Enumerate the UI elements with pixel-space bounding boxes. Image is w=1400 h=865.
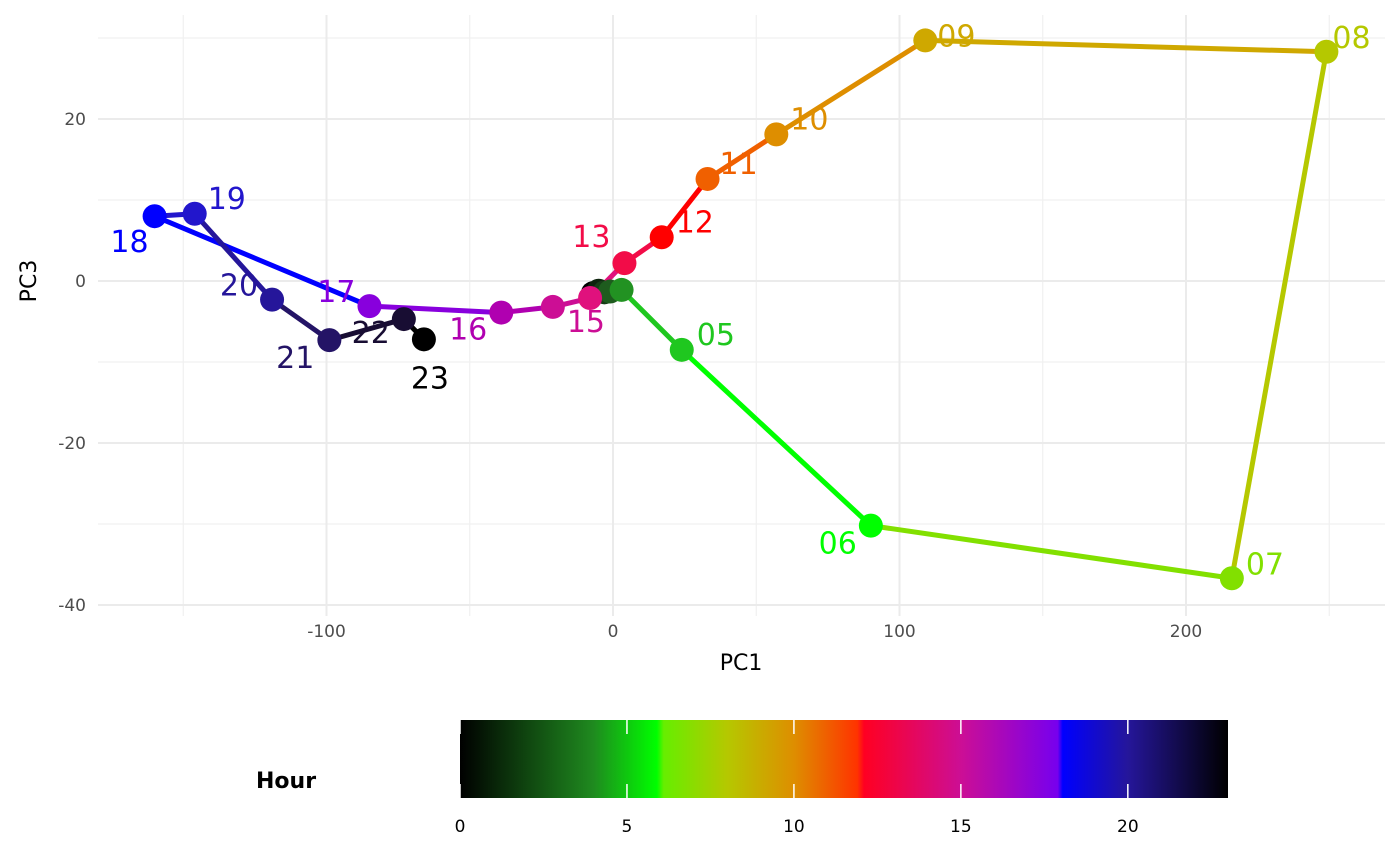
point-label-13: 13 [572,220,610,255]
point-hour-05 [669,337,694,362]
x-tick-label: 100 [883,622,915,642]
point-hour-19 [182,201,207,226]
y-axis-ticks: -40 -20 0 20 [58,110,86,616]
point-label-18: 18 [110,225,148,260]
hour-colorbar [460,720,1228,798]
point-label-11: 11 [720,147,758,182]
segment-11-12 [659,176,711,240]
point-hour-11 [695,166,720,191]
point-hour-21 [317,328,342,353]
legend-tick-label: 5 [622,817,633,837]
x-tick-label: 0 [608,622,619,642]
point-label-20: 20 [220,269,258,304]
segment-17-18 [152,213,372,309]
point-hour-13 [612,251,637,276]
segment-05-06 [679,347,874,529]
trajectory-segments [152,37,1329,581]
hour-legend: Hour 0 5 10 15 20 [256,720,1228,837]
point-hour-09 [913,28,938,53]
point-label-10: 10 [790,102,828,137]
segment-06-07 [868,523,1235,581]
point-hour-16 [489,300,514,325]
segment-09-10 [773,37,928,137]
y-tick-label: 20 [64,110,86,130]
x-axis-title: PC1 [720,651,763,676]
x-axis-ticks: -100 0 100 200 [307,622,1202,642]
legend-tick-label: 20 [1117,817,1139,837]
segment-19-20 [192,211,275,303]
point-hour-20 [260,287,285,312]
point-hour-15 [540,294,565,319]
x-tick-label: 200 [1170,622,1202,642]
point-hour-08 [1314,39,1339,64]
point-label-23: 23 [411,361,449,396]
legend-title: Hour [256,769,316,794]
point-hour-06 [858,513,883,538]
point-hour-10 [764,122,789,147]
point-label-17: 17 [317,275,355,310]
x-tick-label: -100 [307,622,346,642]
trajectory-points [142,28,1339,591]
legend-ticks: 0 5 10 15 20 [455,720,1139,837]
segment-16-17 [366,303,504,316]
point-label-08: 08 [1332,21,1370,56]
segment-21-22 [326,316,407,343]
point-label-21: 21 [276,341,314,376]
point-hour-04 [609,277,634,302]
point-label-12: 12 [676,205,714,240]
grid-major [98,15,1385,616]
segment-07-08 [1229,49,1329,581]
point-label-07: 07 [1246,547,1284,582]
point-label-09: 09 [937,19,975,54]
y-tick-label: 0 [75,272,86,292]
point-hour-22 [391,307,416,332]
legend-tick-label: 0 [455,817,466,837]
grid-minor [98,15,1385,616]
point-hour-07 [1219,566,1244,591]
legend-tick-label: 15 [950,817,972,837]
point-label-05: 05 [697,318,735,353]
point-hour-12 [649,225,674,250]
point-label-22: 22 [352,316,390,351]
segment-08-09 [922,37,1329,55]
point-hour-17 [357,294,382,319]
point-label-15: 15 [567,305,605,340]
segment-04-05 [619,287,685,353]
point-hour-23 [411,327,436,352]
point-label-16: 16 [449,313,487,348]
y-tick-label: -20 [58,434,86,454]
point-hour-18 [142,204,167,229]
segment-10-11 [705,131,779,182]
legend-tick-label: 10 [783,817,805,837]
y-axis-title: PC3 [17,260,42,303]
y-tick-label: -40 [58,596,86,616]
point-hour-14 [578,286,603,311]
point-label-06: 06 [819,527,857,562]
point-label-19: 19 [208,182,246,217]
